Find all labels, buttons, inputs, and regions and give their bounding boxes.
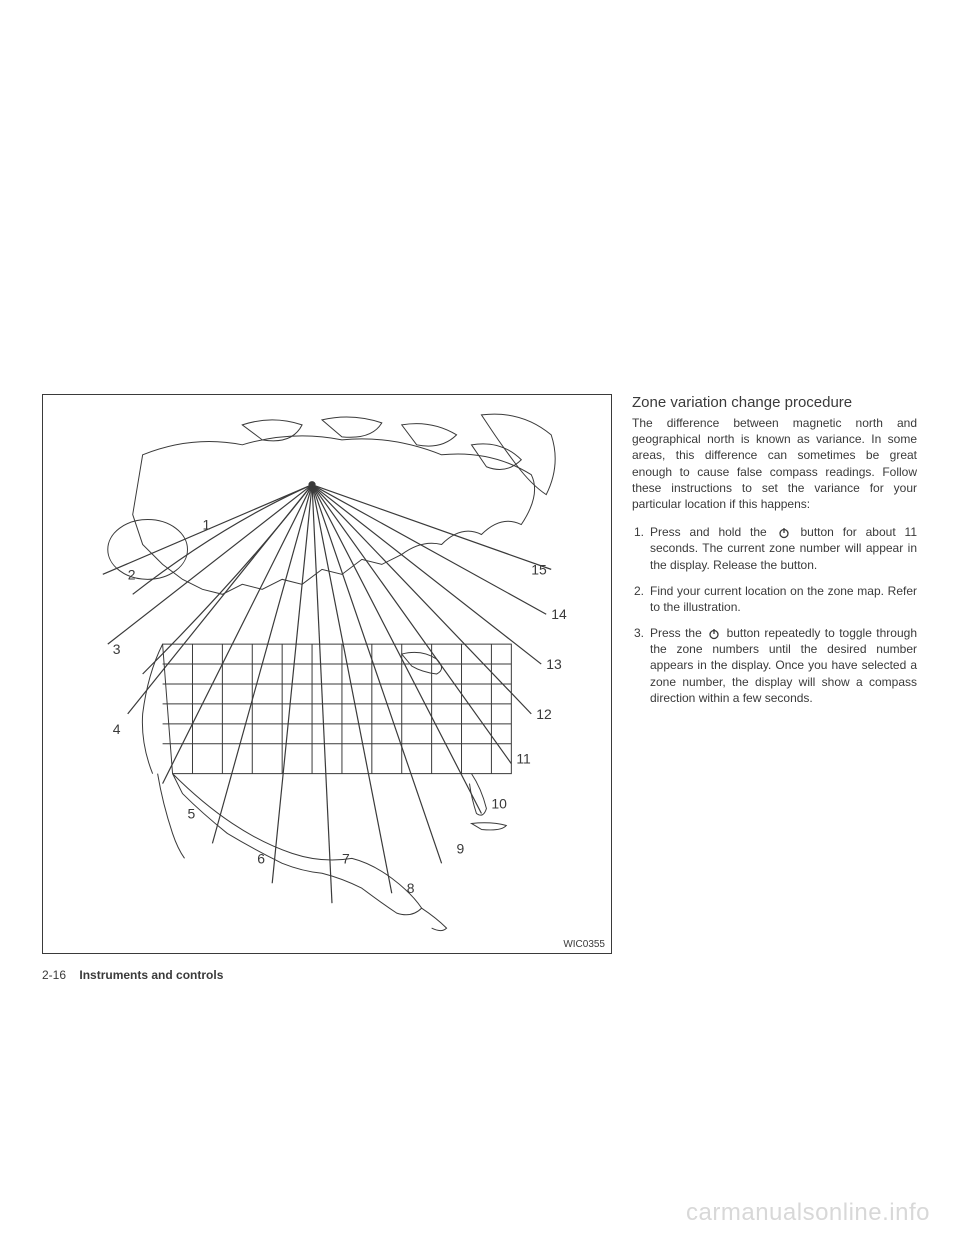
- zone-label-1: 1: [202, 517, 210, 533]
- step-text-before: Press and hold the: [650, 525, 776, 539]
- zone-label-11: 11: [516, 751, 531, 767]
- zone-label-8: 8: [407, 880, 415, 896]
- zone-map-figure: 1 2 3 4 5 6 7 8 9 10 11 12 13 14 15 WIC0…: [42, 394, 612, 954]
- zone-label-14: 14: [551, 606, 567, 622]
- zone-label-3: 3: [113, 641, 121, 657]
- power-icon: [708, 628, 720, 640]
- zone-label-7: 7: [342, 850, 350, 866]
- zone-label-13: 13: [546, 656, 562, 672]
- page-number: 2-16: [42, 968, 66, 982]
- watermark: carmanualsonline.info: [686, 1199, 930, 1227]
- step-3: 3. Press the button repeatedly to toggle…: [632, 625, 917, 706]
- zone-label-4: 4: [113, 721, 121, 737]
- zone-label-9: 9: [457, 840, 465, 856]
- zone-label-2: 2: [128, 566, 136, 582]
- step-2: 2. Find your current location on the zon…: [632, 583, 917, 615]
- page-footer: 2-16 Instruments and controls: [42, 968, 223, 982]
- zone-label-10: 10: [491, 796, 507, 812]
- section-heading: Zone variation change procedure: [632, 394, 917, 411]
- step-number: 1.: [634, 524, 644, 540]
- step-number: 2.: [634, 583, 644, 599]
- zone-label-12: 12: [536, 706, 552, 722]
- zone-map-svg: 1 2 3 4 5 6 7 8 9 10 11 12 13 14 15: [43, 395, 611, 953]
- step-1: 1. Press and hold the button for about 1…: [632, 524, 917, 573]
- step-number: 3.: [634, 625, 644, 641]
- step-text: Find your current location on the zone m…: [650, 584, 917, 614]
- section-name: Instruments and controls: [79, 968, 223, 982]
- text-column: Zone variation change procedure The diff…: [632, 394, 917, 994]
- intro-paragraph: The difference between magnetic north an…: [632, 415, 917, 512]
- page-content: 1 2 3 4 5 6 7 8 9 10 11 12 13 14 15 WIC0…: [42, 394, 918, 994]
- procedure-steps: 1. Press and hold the button for about 1…: [632, 524, 917, 706]
- zone-label-5: 5: [188, 805, 196, 821]
- figure-id-label: WIC0355: [563, 939, 605, 950]
- zone-label-6: 6: [257, 850, 265, 866]
- step-text-before: Press the: [650, 626, 706, 640]
- zone-label-15: 15: [531, 561, 547, 577]
- power-icon: [778, 527, 790, 539]
